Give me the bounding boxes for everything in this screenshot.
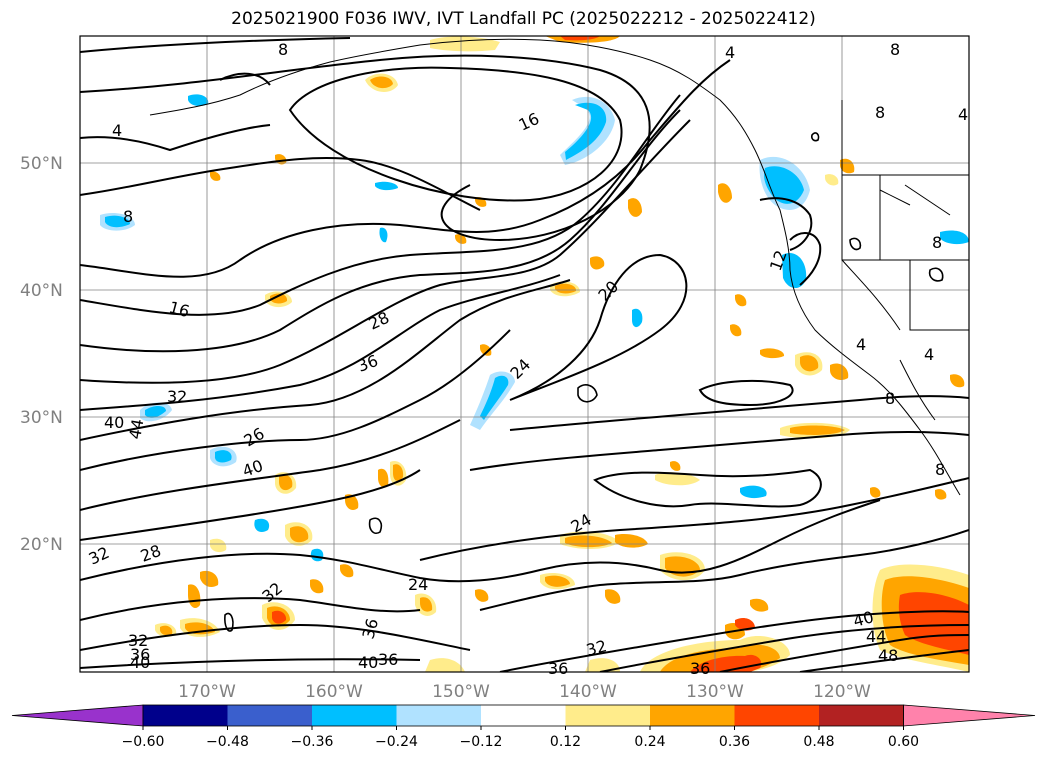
chart-title: 2025021900 F036 IWV, IVT Landfall PC (20… [231, 9, 816, 29]
lat-label-30n: 30°N [20, 408, 63, 428]
contour-label: 4 [725, 43, 735, 62]
contour-label: 8 [885, 389, 895, 408]
colorbar-segment [650, 705, 735, 726]
contour-label: 16 [167, 298, 192, 322]
plot-area [80, 36, 969, 672]
colorbar-tick-label: −0.60 [122, 734, 165, 750]
colorbar-segment [819, 705, 904, 726]
lon-label-140w: 140°W [559, 682, 617, 702]
contour-label: 8 [278, 40, 288, 59]
contour-label: 36 [130, 645, 150, 664]
colorbar-tick-label: 0.24 [634, 734, 665, 750]
lon-label-120w: 120°W [813, 682, 871, 702]
colorbar-segment [143, 705, 228, 726]
contour-label: 8 [123, 207, 133, 226]
colorbar-tick-label: 0.36 [719, 734, 750, 750]
contour-label: 36 [378, 650, 398, 669]
contour-label: 32 [128, 631, 148, 650]
coastlines [149, 38, 969, 496]
lon-label-160w: 160°W [305, 682, 363, 702]
contour-label: 36 [548, 659, 568, 678]
contour-label: 8 [932, 233, 942, 252]
contour-label: 36 [359, 616, 383, 641]
colorbar-segment [312, 705, 397, 726]
lon-label-170w: 170°W [178, 682, 236, 702]
iwv-contours [80, 37, 969, 672]
lat-label-20n: 20°N [20, 535, 63, 555]
lat-label-40n: 40°N [20, 281, 63, 301]
contour-label: 32 [584, 636, 609, 660]
contour-label: 40 [130, 653, 150, 672]
shading-layer [100, 36, 969, 672]
colorbar-segment [481, 705, 566, 726]
contour-label: 4 [112, 121, 122, 140]
colorbar-segment [734, 705, 819, 726]
contour-label: 48 [878, 646, 898, 665]
lon-label-150w: 150°W [432, 682, 490, 702]
lat-label-50n: 50°N [20, 154, 63, 174]
colorbar-tick-label: −0.24 [375, 734, 418, 750]
shade-blue-california [782, 252, 807, 289]
colorbar-extend-high [903, 704, 1036, 727]
colorbar-tick-label: 0.48 [803, 734, 834, 750]
colorbar-segment [227, 705, 312, 726]
contour-label: 40 [104, 413, 124, 432]
colorbar-tick-label: 0.12 [550, 734, 581, 750]
contour-islands [224, 132, 944, 632]
contour-label: 24 [408, 575, 428, 594]
contour-label: 4 [856, 335, 866, 354]
colorbar-tick-label: 0.60 [888, 734, 919, 750]
contour-label: 8 [935, 460, 945, 479]
contour-label: 44 [125, 417, 147, 440]
colorbar-segment [396, 705, 481, 726]
colorbar-segment [565, 705, 650, 726]
lon-label-130w: 130°W [686, 682, 744, 702]
contour-label: 36 [690, 659, 710, 678]
contour-label: 8 [890, 40, 900, 59]
colorbar-frame [142, 704, 904, 727]
contour-label: 4 [958, 105, 968, 124]
longitude-labels: 170°W 160°W 150°W 140°W 130°W 120°W [178, 682, 871, 702]
contour-label: 40 [851, 607, 876, 631]
colorbar-extend-low [11, 704, 144, 727]
contour-label: 8 [875, 103, 885, 122]
contour-label: 44 [866, 627, 886, 646]
contour-label: 32 [167, 387, 187, 406]
contour-label: 4 [924, 345, 934, 364]
latitude-labels: 50°N 40°N 30°N 20°N [20, 154, 63, 555]
colorbar-tick-label: −0.48 [206, 734, 249, 750]
contour-label: 40 [358, 653, 378, 672]
plot-frame [79, 35, 970, 673]
colorbar: −0.60 −0.48 −0.36 −0.24 −0.12 0.12 0.24 0.36 0.4… [11, 704, 1036, 750]
colorbar-tick-label: −0.12 [460, 734, 503, 750]
colorbar-tick-label: −0.36 [291, 734, 334, 750]
